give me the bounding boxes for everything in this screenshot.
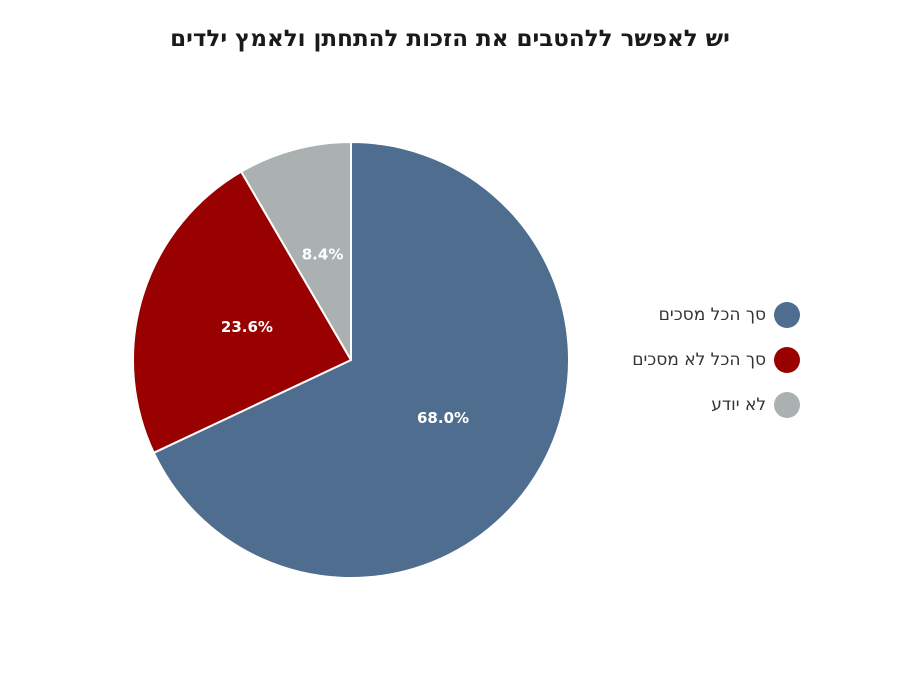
legend-swatch-dont-know bbox=[774, 392, 800, 418]
legend-item-disagree[interactable]: סך הכל לא מסכים bbox=[632, 345, 800, 375]
legend: סך הכל מסכים סך הכל לא מסכים לא יודע bbox=[632, 300, 800, 435]
legend-label-disagree: סך הכל לא מסכים bbox=[632, 350, 766, 370]
legend-item-dont-know[interactable]: לא יודע bbox=[711, 390, 800, 420]
data-label-dont-know: 8.4% bbox=[302, 245, 344, 263]
legend-item-agree[interactable]: סך הכל מסכים bbox=[659, 300, 800, 330]
data-label-disagree: 23.6% bbox=[221, 318, 273, 336]
legend-swatch-disagree bbox=[774, 347, 800, 373]
legend-swatch-agree bbox=[774, 302, 800, 328]
pie-slices bbox=[132, 141, 570, 579]
pie-slice-disagree[interactable] bbox=[132, 170, 352, 454]
data-label-agree: 68.0% bbox=[417, 409, 469, 427]
pie-slice-agree[interactable] bbox=[152, 141, 570, 579]
chart-title: יש לאפשר ללהטבים את הזכות להתחתן ולאמץ י… bbox=[170, 26, 730, 52]
pie-slice-dont-know[interactable] bbox=[240, 141, 352, 361]
legend-label-agree: סך הכל מסכים bbox=[658, 305, 766, 325]
pie-data-labels: 68.0% 23.6% 8.4% bbox=[221, 245, 469, 427]
legend-label-dont-know: לא יודע bbox=[711, 395, 766, 415]
